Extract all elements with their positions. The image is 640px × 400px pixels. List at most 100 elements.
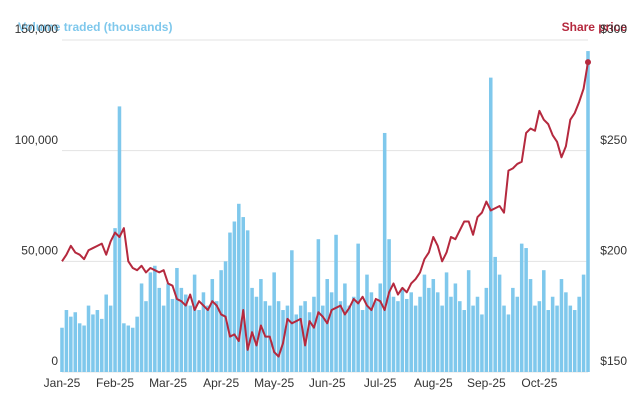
x-tick-label: Apr-25 (203, 376, 239, 390)
volume-bar (343, 283, 347, 372)
volume-bar (511, 287, 515, 372)
volume-bar (148, 272, 153, 372)
volume-bar (435, 292, 440, 372)
volume-bar (484, 287, 489, 372)
volume-bar (418, 296, 422, 372)
volume-bar (413, 305, 418, 372)
volume-bar (462, 310, 467, 372)
volume-bar (206, 305, 210, 372)
volume-bar (453, 283, 458, 372)
volume-bar (506, 314, 511, 372)
volume-bar (329, 292, 334, 372)
volume-bar (427, 287, 431, 372)
volume-bar (338, 301, 343, 372)
volume-bar (219, 270, 223, 372)
volume-bar (577, 296, 581, 372)
volume-bar (254, 296, 259, 372)
volume-bar (550, 296, 555, 372)
volume-bar (422, 274, 427, 372)
volume-bar (117, 106, 122, 373)
volume-bar (294, 314, 299, 372)
volume-bar (409, 292, 413, 372)
volume-bar (157, 287, 162, 372)
y2-tick-label: $300 (600, 22, 627, 36)
x-tick-label: Mar-25 (149, 376, 187, 390)
volume-bar (237, 203, 241, 372)
volume-bar (108, 305, 113, 372)
x-tick-label: Jun-25 (309, 376, 346, 390)
volume-bar (524, 248, 528, 372)
y-tick-label: 0 (51, 354, 58, 368)
volume-bar (378, 283, 383, 372)
volume-bar (360, 310, 365, 372)
volume-bar (488, 77, 493, 373)
volume-bar (307, 312, 312, 372)
volume-bar (564, 292, 568, 372)
volume-bar (170, 298, 175, 372)
volume-bar (497, 274, 502, 372)
volume-bar (86, 305, 91, 372)
volume-bar (250, 287, 254, 372)
volume-bar (241, 217, 245, 372)
volume-bar (502, 305, 506, 372)
volume-bar (272, 272, 276, 372)
x-tick-label: Feb-25 (96, 376, 134, 390)
volume-bar (91, 314, 95, 372)
volume-bar (396, 301, 400, 372)
volume-bar (303, 301, 307, 372)
volume-bar (82, 325, 86, 372)
legend-price: Share price (562, 20, 628, 34)
y2-tick-label: $150 (600, 354, 627, 368)
volume-bar (334, 234, 338, 372)
volume-bar (139, 283, 144, 372)
volume-bar (559, 279, 564, 372)
volume-bar (100, 318, 104, 372)
volume-bar (542, 270, 546, 372)
volume-bar (568, 305, 573, 372)
volume-bar (493, 256, 497, 372)
volume-bar (228, 232, 232, 372)
x-tick-label: Sep-25 (467, 376, 506, 390)
volume-bar (130, 327, 135, 372)
volume-bar (391, 296, 396, 372)
price-line (61, 61, 589, 358)
volume-bar (347, 305, 352, 372)
volume-bar (369, 292, 374, 372)
volume-bar (135, 316, 139, 372)
volume-bar (179, 287, 184, 372)
volume-bar (201, 292, 206, 372)
volume-bar (298, 305, 303, 372)
volume-bar (285, 305, 290, 372)
volume-bar (431, 279, 436, 372)
volume-bar (519, 243, 524, 372)
volume-bar (126, 325, 131, 372)
volume-bar (440, 305, 444, 372)
volume-bar (290, 250, 294, 372)
volume-bar (144, 301, 148, 372)
y-tick-label: 100,000 (15, 133, 59, 147)
volume-bar (356, 243, 360, 372)
y2-tick-label: $250 (600, 133, 627, 147)
volume-bar (458, 301, 462, 372)
volume-bar (122, 323, 126, 372)
volume-bar (188, 305, 192, 372)
volume-bar (197, 310, 201, 372)
volume-bar (528, 279, 533, 372)
volume-bar (533, 305, 537, 372)
volume-bar (153, 265, 157, 372)
x-tick-label: Aug-25 (414, 376, 453, 390)
volume-bar (405, 298, 409, 372)
volume-bar (166, 283, 170, 372)
volume-bar (210, 279, 215, 372)
volume-bar (351, 296, 356, 372)
volume-bar (245, 230, 250, 372)
volume-bar (77, 323, 82, 372)
volume-bar (515, 296, 520, 372)
volume-bar (572, 310, 577, 372)
volume-bar (104, 294, 108, 372)
volume-bar (586, 51, 590, 373)
legend-volume: Volume traded (thousands) (18, 20, 172, 34)
volume-bar (387, 239, 391, 372)
